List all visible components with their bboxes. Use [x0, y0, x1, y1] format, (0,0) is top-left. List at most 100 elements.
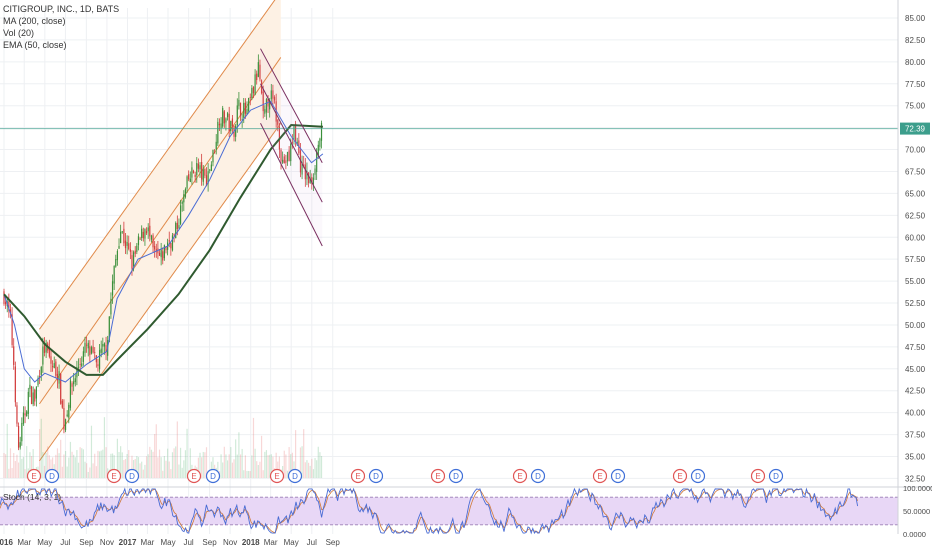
candle-body — [121, 231, 123, 233]
candle-body — [249, 97, 251, 98]
x-tick-label: Jul — [60, 538, 70, 547]
volume-bar — [149, 446, 151, 478]
candle-body — [293, 125, 295, 140]
volume-bar — [299, 447, 302, 478]
x-tick-label: Sep — [79, 538, 94, 547]
dividend-marker: D — [368, 468, 384, 484]
candle-body — [149, 225, 151, 237]
candle-body — [194, 174, 196, 177]
dividend-marker: D — [768, 468, 784, 484]
volume-bar — [307, 462, 310, 478]
volume-bar — [22, 456, 25, 478]
earnings-marker-circle — [269, 468, 285, 484]
candle-body — [84, 342, 86, 353]
volume-bar — [306, 460, 308, 478]
volume-bar — [29, 452, 31, 478]
candle-body — [53, 363, 55, 369]
y-tick-label: 35.00 — [905, 453, 926, 462]
dividend-marker-label: D — [615, 472, 621, 481]
volume-bar — [82, 449, 84, 478]
y-tick-label: 82.50 — [905, 36, 926, 45]
dividend-marker-circle — [768, 468, 784, 484]
earnings-marker-circle — [106, 468, 122, 484]
y-tick-label: 62.50 — [905, 211, 926, 220]
earnings-marker-label: E — [677, 472, 682, 481]
volume-bar — [84, 461, 86, 478]
candle-body — [111, 281, 114, 296]
dividend-marker-label: D — [695, 472, 701, 481]
candle-body — [103, 343, 106, 347]
candle-body — [95, 355, 97, 363]
candle-body — [246, 108, 248, 115]
candle-body — [269, 101, 271, 110]
candle-body — [228, 113, 230, 132]
volume-bar — [157, 457, 159, 478]
dividend-marker-label: D — [373, 472, 379, 481]
volume-bar — [60, 439, 62, 478]
volume-bar — [120, 446, 122, 478]
candle-body — [181, 201, 183, 204]
volume-bar — [16, 454, 18, 478]
stoch-d-line — [0, 488, 858, 534]
up-channel-lower-line — [39, 122, 282, 462]
x-tick-label: 2018 — [242, 538, 260, 547]
y-tick-label: 75.00 — [905, 102, 926, 111]
candle-body — [199, 165, 201, 170]
x-tick-label: Jul — [183, 538, 193, 547]
dividend-marker-circle — [287, 468, 303, 484]
y-tick-label: 60.00 — [905, 233, 926, 242]
candle-body — [27, 391, 29, 414]
volume-bar — [14, 461, 16, 478]
candle-body — [295, 123, 297, 143]
volume-bar — [260, 435, 263, 478]
earnings-marker-circle — [186, 468, 202, 484]
down-channel-upper-line — [260, 48, 323, 163]
volume-bars — [3, 417, 323, 478]
dividend-marker: D — [448, 468, 464, 484]
volume-bar — [223, 446, 225, 478]
volume-bar — [320, 455, 323, 478]
y-tick-label: 32.50 — [905, 474, 926, 483]
volume-bar — [231, 462, 234, 478]
dividend-marker: D — [610, 468, 626, 484]
volume-bar — [66, 466, 68, 478]
dividend-marker-label: D — [49, 472, 55, 481]
candle-body — [244, 102, 246, 114]
candle-body — [32, 392, 34, 405]
candle-body — [204, 168, 206, 176]
candle-body — [301, 162, 303, 175]
candle-body — [21, 422, 23, 442]
dividend-marker: D — [124, 468, 140, 484]
candle-body — [17, 426, 20, 448]
last-price-tag: 72.39 — [900, 122, 930, 135]
candle-body — [26, 411, 28, 417]
volume-bar — [249, 471, 251, 478]
volume-bar — [86, 463, 88, 478]
candle-body — [82, 351, 84, 362]
volume-bar — [40, 418, 42, 478]
stochastic-pane — [0, 486, 932, 535]
candle-body — [134, 250, 136, 254]
dividend-marker: D — [287, 468, 303, 484]
volume-bar — [160, 457, 162, 478]
earnings-marker-circle — [350, 468, 366, 484]
y-tick-label: 40.00 — [905, 409, 926, 418]
candle-body — [264, 109, 266, 114]
volume-bar — [189, 448, 191, 478]
volume-bar — [42, 452, 44, 478]
candle-body — [179, 205, 182, 224]
volume-bar — [58, 453, 60, 478]
volume-bar — [243, 470, 245, 478]
candle-body — [218, 123, 221, 126]
x-tick-label: 2017 — [119, 538, 137, 547]
earnings-marker-label: E — [755, 472, 760, 481]
volume-bar — [259, 461, 261, 478]
y-tick-label: 50.00 — [905, 321, 926, 330]
volume-bar — [319, 452, 321, 478]
candle-body — [225, 118, 227, 123]
candle-body — [13, 346, 15, 365]
volume-bar — [312, 469, 315, 478]
stoch-y-tick-label: 50.0000 — [903, 507, 930, 516]
